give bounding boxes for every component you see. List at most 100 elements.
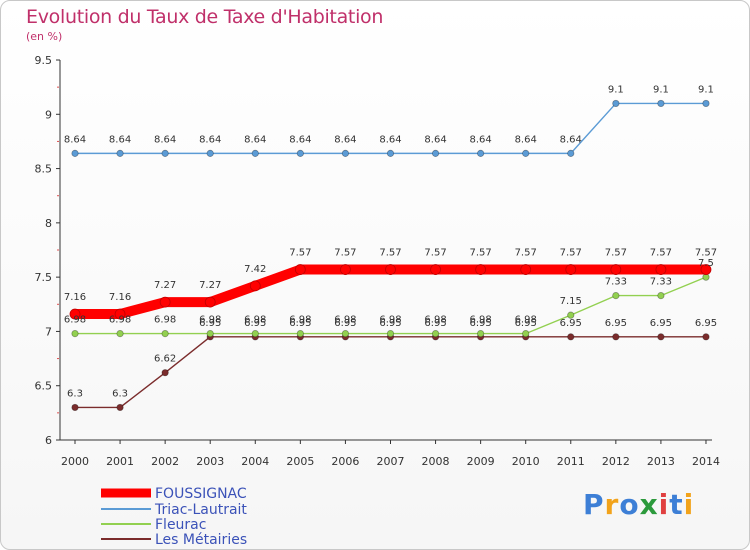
data-label: 6.95: [289, 318, 311, 329]
x-tick-label: 2007: [376, 455, 404, 468]
data-point: [612, 291, 620, 300]
data-label: 7.57: [334, 248, 356, 259]
data-label: 6.98: [334, 315, 356, 326]
data-point: [249, 280, 261, 292]
data-point: [477, 149, 485, 157]
chart-value-labels: 7.16 7.167.27 7.277.427.57 7.57 7.57 7.57 7.57…: [64, 84, 717, 399]
x-tick-label: 2004: [241, 455, 269, 468]
data-label: 7.57: [424, 248, 446, 259]
data-label: 6.95: [199, 318, 221, 329]
data-label: 8.64: [560, 134, 582, 145]
data-point: [430, 264, 441, 275]
data-label: 7.16: [64, 292, 86, 303]
data-label: 7.57: [379, 248, 401, 259]
data-point: [655, 264, 667, 275]
data-point: [657, 291, 665, 300]
data-point: [702, 99, 710, 108]
x-tick-label: 2011: [557, 455, 585, 468]
data-point: [161, 149, 169, 157]
x-tick-label: 2014: [692, 455, 720, 468]
data-point: [71, 329, 79, 338]
data-label: 8.64: [469, 134, 491, 145]
data-label: 8.64: [244, 134, 266, 145]
data-point: [341, 149, 350, 157]
data-label: 6.98: [109, 315, 131, 326]
data-point: [565, 264, 577, 275]
data-label: 7.57: [515, 248, 537, 259]
data-point: [657, 99, 665, 108]
data-point: [612, 99, 620, 108]
data-label: 6.98: [515, 315, 537, 326]
data-label: 8.64: [515, 134, 537, 145]
data-label: 6.98: [154, 315, 176, 326]
data-point: [159, 296, 171, 308]
data-point: [71, 149, 79, 157]
legend-label: FOUSSIGNAC: [155, 486, 247, 502]
data-point: [206, 149, 214, 157]
y-tick-label: 7: [45, 325, 52, 338]
data-label: 6.98: [244, 315, 266, 326]
data-label: 8.64: [64, 134, 86, 145]
data-point: [296, 329, 304, 338]
data-label: 6.95: [695, 318, 717, 329]
data-label: 6.95: [515, 318, 537, 329]
x-tick-label: 2013: [647, 455, 675, 468]
data-point: [294, 264, 306, 275]
data-label: 8.64: [199, 134, 221, 145]
y-tick-label: 8.5: [35, 163, 53, 176]
x-tick-label: 2003: [196, 455, 224, 468]
data-label: 8.64: [109, 134, 131, 145]
data-label: 7.33: [605, 277, 627, 288]
data-point: [204, 296, 216, 308]
data-label: 7.42: [244, 264, 266, 275]
data-label: 8.64: [424, 134, 446, 145]
data-label: 7.57: [560, 248, 582, 259]
data-label: 6.3: [67, 388, 83, 399]
data-point: [251, 149, 259, 157]
data-point: [702, 333, 710, 341]
y-tick-label: 9.5: [35, 54, 53, 67]
data-label: 9.1: [653, 84, 669, 95]
data-label: 6.95: [469, 318, 491, 329]
data-point: [612, 333, 620, 341]
y-tick-label: 7.5: [35, 271, 53, 284]
x-tick-label: 2002: [151, 455, 179, 468]
data-label: 7.27: [154, 280, 176, 291]
y-tick-label: 6.5: [35, 380, 53, 393]
x-tick-label: 2009: [467, 455, 495, 468]
data-point: [341, 329, 350, 338]
data-label: 6.98: [469, 315, 491, 326]
data-label: 6.98: [289, 315, 311, 326]
data-label: 6.98: [64, 315, 86, 326]
data-label: 6.95: [244, 318, 266, 329]
data-label: 8.64: [154, 134, 176, 145]
data-point: [206, 329, 214, 338]
data-label: 6.95: [605, 318, 627, 329]
x-tick-label: 2005: [286, 455, 314, 468]
data-label: 7.57: [695, 248, 717, 259]
data-point: [431, 149, 440, 157]
data-label: 7.5: [698, 258, 714, 269]
y-tick-label: 8: [45, 217, 52, 230]
x-tick-label: 2008: [422, 455, 450, 468]
data-point: [69, 308, 81, 320]
data-label: 6.95: [650, 318, 672, 329]
data-label: 6.95: [424, 318, 446, 329]
legend-label: Les Métairies: [155, 532, 247, 548]
data-label: 9.1: [608, 84, 624, 95]
chart-subtitle: (en %): [26, 30, 63, 43]
x-tick-label: 2001: [106, 455, 134, 468]
data-label: 8.64: [379, 134, 401, 145]
data-point: [567, 333, 575, 341]
data-label: 6.98: [199, 315, 221, 326]
data-point: [431, 329, 440, 338]
data-point: [567, 311, 575, 319]
data-point: [116, 403, 124, 412]
data-label: 7.57: [469, 248, 491, 259]
data-point: [477, 329, 485, 338]
data-point: [340, 264, 351, 275]
series-line-triac-lautrait: [74, 102, 707, 155]
data-label: 7.33: [650, 277, 672, 288]
data-label: 6.3: [112, 388, 128, 399]
